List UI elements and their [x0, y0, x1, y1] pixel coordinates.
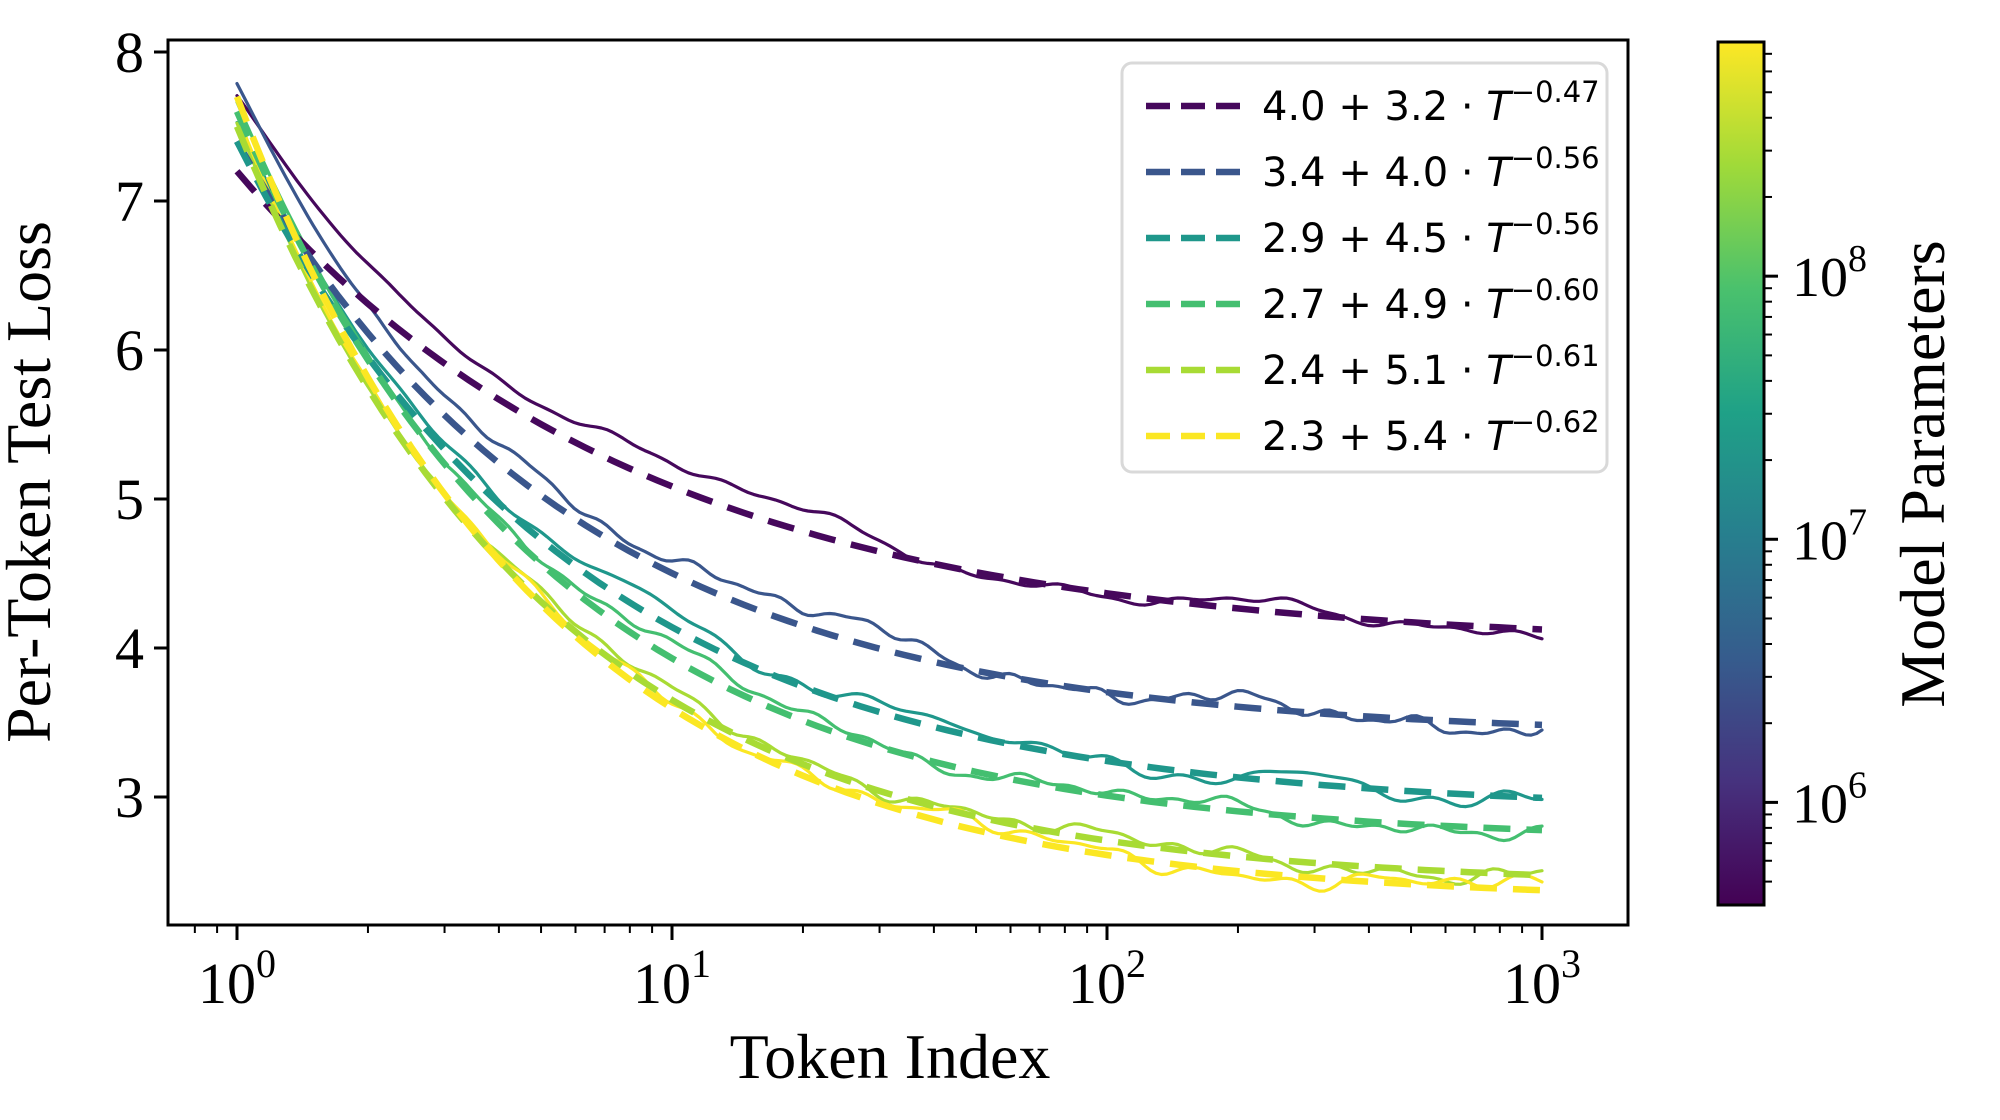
- y-tick-label: 5: [115, 467, 144, 532]
- colorbar-gradient: [1716, 40, 1766, 907]
- powerlaw-fit-curve: [234, 139, 1543, 802]
- x-tick-label: 103: [1503, 941, 1581, 1016]
- colorbar-tick-label: 108: [1792, 238, 1867, 309]
- legend-entry-label: 2.7 + 4.9 · T−0.60: [1262, 273, 1600, 328]
- empirical-loss-curve: [235, 94, 1544, 641]
- powerlaw-fit-curve: [234, 110, 1543, 834]
- legend-entry-label: 3.4 + 4.0 · T−0.56: [1262, 141, 1600, 196]
- x-tick-label: 100: [198, 941, 276, 1016]
- y-axis-label: Per-Token Test Loss: [0, 221, 64, 743]
- legend-entry-label: 2.9 + 4.5 · T−0.56: [1262, 207, 1600, 262]
- y-tick-label: 7: [115, 169, 144, 234]
- legend-entry-label: 4.0 + 3.2 · T−0.47: [1262, 75, 1600, 130]
- powerlaw-fit-curve: [234, 169, 1543, 633]
- empirical-loss-curve: [235, 82, 1544, 737]
- x-axis-label: Token Index: [730, 1021, 1051, 1092]
- x-tick-label: 102: [1068, 941, 1146, 1016]
- plot-frame: [166, 38, 1630, 927]
- powerlaw-fit-curve: [234, 125, 1543, 879]
- colorbar: 108 107 106: [1716, 40, 1867, 907]
- legend-entry-label: 2.4 + 5.1 · T−0.61: [1262, 339, 1600, 394]
- powerlaw-fit-curve: [233, 95, 1543, 894]
- colorbar-tick-label: 107: [1792, 501, 1867, 572]
- legend-entry-label: 2.3 + 5.4 · T−0.62: [1262, 405, 1600, 460]
- legend: 4.0 + 3.2 · T−0.47 3.4 + 4.0 · T−0.56 2.9 …: [1120, 61, 1609, 474]
- x-tick-label: 101: [633, 941, 711, 1016]
- y-tick-label: 4: [115, 616, 144, 681]
- y-tick-label: 8: [115, 20, 144, 85]
- colorbar-label: Model Parameters: [1887, 240, 1958, 707]
- y-tick-label: 6: [115, 318, 144, 383]
- empirical-loss-curve: [235, 121, 1544, 809]
- powerlaw-fit-curve: [234, 139, 1543, 729]
- axes: 8 7 6 5 4 3 100 101 102 103: [115, 20, 1630, 1016]
- colorbar-tick-label: 106: [1792, 764, 1867, 835]
- y-tick-label: 3: [115, 765, 144, 830]
- loss-curves-fits: [233, 95, 1543, 894]
- legend-box: [1120, 61, 1609, 474]
